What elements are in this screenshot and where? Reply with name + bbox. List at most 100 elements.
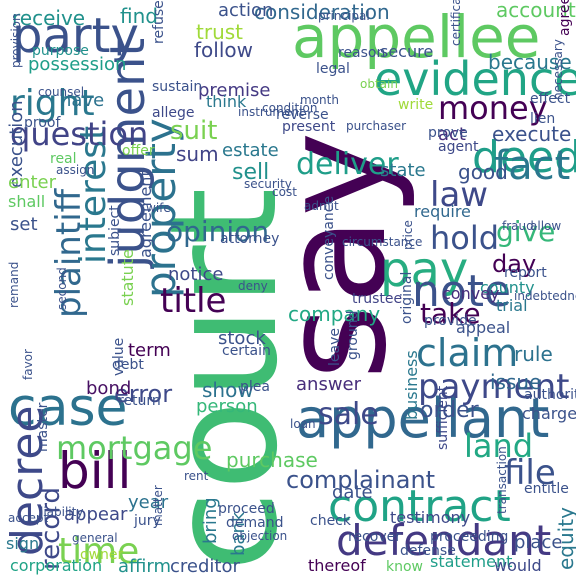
word-appeal: appeal <box>456 318 511 337</box>
word-defense: defense <box>400 543 456 559</box>
word-wife: wife <box>146 201 171 215</box>
word-possession: possession <box>28 54 127 75</box>
word-proceed: proceed <box>218 501 275 517</box>
word-answer: answer <box>296 374 362 395</box>
word-fraud: fraud <box>502 219 534 233</box>
word-allege: allege <box>152 105 195 121</box>
word-consideration: consideration <box>254 0 390 24</box>
word-money: money <box>438 89 548 127</box>
word-price: price <box>401 220 415 250</box>
word-act: act <box>438 124 466 145</box>
word-shall: shall <box>8 192 46 211</box>
word-land: land <box>464 427 534 465</box>
word-sustain: sustain <box>152 79 203 95</box>
word-objection: objection <box>232 529 288 543</box>
word-affirm: affirm <box>118 556 172 576</box>
word-would: would <box>494 556 542 575</box>
word-rent: rent <box>184 469 209 483</box>
word-business: business <box>402 350 421 420</box>
word-trustee: trustee <box>352 291 403 307</box>
word-right: right <box>10 83 95 124</box>
word-sufficient: sufficient <box>435 385 451 450</box>
word-recover: recover <box>348 529 401 545</box>
word-authority: authority <box>524 387 576 403</box>
word-check: check <box>310 513 351 529</box>
word-estate: estate <box>222 140 279 161</box>
word-follow: follow <box>194 38 253 62</box>
word-suit: suit <box>170 116 218 146</box>
word-demand: demand <box>226 515 284 531</box>
word-receive: receive <box>12 6 86 30</box>
word-general: general <box>72 531 118 545</box>
word-appellant: appellant <box>296 387 550 450</box>
word-payment: payment <box>418 367 570 407</box>
word-instrument: instrument <box>238 105 304 119</box>
word-action: action <box>218 0 274 21</box>
word-entitle: entitle <box>524 481 569 497</box>
word-issue: issue <box>490 370 542 394</box>
word-require: require <box>414 202 471 221</box>
word-take: take <box>420 297 481 330</box>
word-question: question <box>10 115 149 153</box>
word-company: company <box>288 302 381 326</box>
word-report: report <box>504 265 547 281</box>
word-ground: ground <box>345 310 361 360</box>
word-attorney: attorney <box>220 231 280 247</box>
word-evidence: evidence <box>374 52 576 106</box>
word-deliver: deliver <box>296 147 399 182</box>
word-defendant: defendant <box>336 516 552 565</box>
word-effect: effect <box>530 91 571 107</box>
word-thereof: thereof <box>308 556 366 575</box>
word-corporation: corporation <box>10 556 103 575</box>
word-liability: liability <box>40 505 84 519</box>
word-give: give <box>496 215 556 248</box>
word-time: time <box>58 531 140 572</box>
word-original: original <box>399 271 415 324</box>
word-obtain: obtain <box>360 77 398 91</box>
word-provide: provide <box>424 313 477 329</box>
word-subject: subject <box>107 205 123 256</box>
word-refuse: refuse <box>151 0 167 44</box>
word-owner: owner <box>80 547 124 563</box>
word-counsel: counsel <box>38 85 85 99</box>
word-prove: prove <box>428 125 468 141</box>
word-provision: provision <box>9 13 23 68</box>
word-opinion: opinion <box>166 215 270 248</box>
word-because: because <box>488 50 572 74</box>
word-appellee: appellee <box>292 3 541 71</box>
word-agent: agent <box>438 139 479 155</box>
word-error: error <box>114 380 173 408</box>
word-creditor: creditor <box>170 556 240 576</box>
word-law: law <box>430 175 489 215</box>
word-enter: enter <box>8 172 57 193</box>
word-sale: sale <box>318 397 379 432</box>
word-reverse: reverse <box>276 107 329 123</box>
word-state: state <box>380 160 426 181</box>
word-security: security <box>244 177 292 191</box>
word-write: write <box>398 97 434 113</box>
word-present: present <box>282 119 336 135</box>
word-debt: debt <box>112 357 144 373</box>
word-admit: admit <box>304 199 339 213</box>
word-lien: lien <box>530 111 556 127</box>
word-circumstance: circumstance <box>342 235 423 249</box>
word-sum: sum <box>176 142 219 166</box>
word-accept: accept <box>8 511 49 525</box>
word-party: party <box>12 8 139 64</box>
word-transaction: transaction <box>495 446 509 514</box>
word-convey: convey <box>442 284 500 303</box>
word-secure: secure <box>380 42 434 61</box>
word-leave: leave <box>327 328 343 366</box>
word-notice: notice <box>168 264 224 285</box>
word-have: have <box>60 90 105 111</box>
word-good: good <box>458 160 508 184</box>
word-proof: proof <box>24 115 61 131</box>
word-cost: cost <box>272 185 297 199</box>
word-second: second <box>55 267 69 310</box>
word-plea: plea <box>240 379 270 395</box>
word-know: know <box>386 559 423 575</box>
word-remand: remand <box>7 261 21 308</box>
word-necessary: necessary <box>551 39 565 100</box>
word-month: month <box>300 93 339 107</box>
